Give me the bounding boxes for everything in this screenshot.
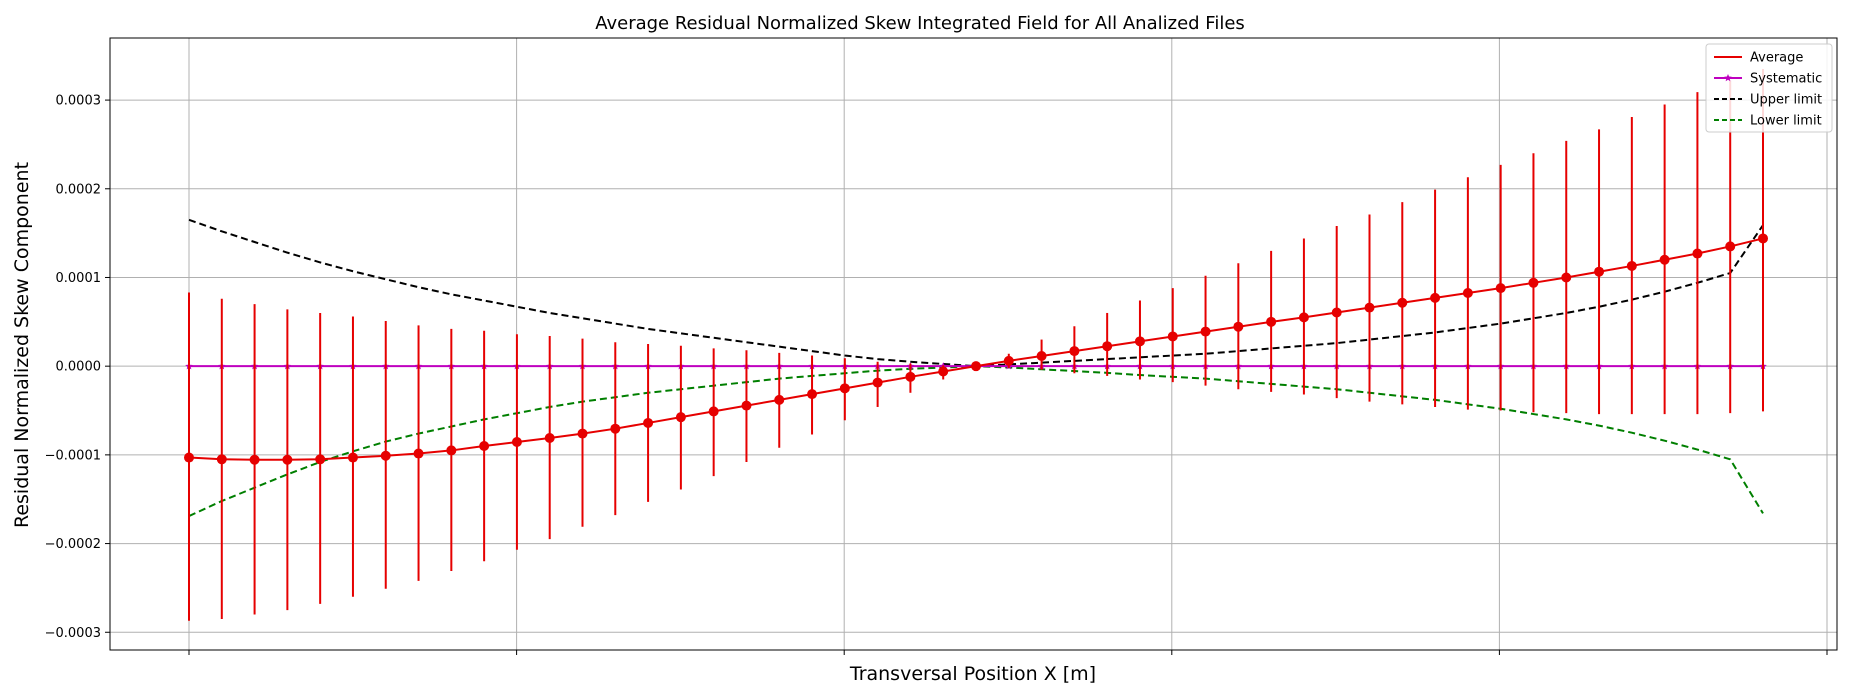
y-tick-label-1: 0.0002: [56, 182, 102, 197]
chart-title: Average Residual Normalized Skew Integra…: [595, 13, 1245, 34]
data-point-41: [1528, 277, 1539, 288]
data-point-12: [577, 428, 588, 439]
data-point-45: [1659, 254, 1670, 265]
data-point-21: [872, 377, 883, 388]
data-point-22: [905, 371, 916, 382]
data-point-20: [839, 383, 850, 394]
y-axis-label: Residual Normalized Skew Component: [11, 162, 33, 528]
y-axis: 0.0003 0.0002 0.0001 0.0000 −0.0001 −0.0002 −0…: [45, 94, 110, 641]
data-point-9: [479, 441, 490, 451]
y-tick-label-6: −0.0003: [45, 626, 101, 641]
data-point-26: [1036, 350, 1047, 361]
legend-item-systematic: Systematic: [1714, 72, 1822, 87]
data-point-18: [774, 394, 785, 405]
legend-label-average: Average: [1750, 51, 1803, 66]
data-point-5: [347, 452, 358, 463]
data-point-7: [413, 448, 424, 459]
legend-label-upper-limit: Upper limit: [1750, 93, 1822, 108]
data-point-46: [1692, 248, 1703, 259]
data-point-40: [1495, 283, 1506, 294]
legend-item-lower-limit: Lower limit: [1714, 114, 1822, 129]
data-point-25: [1003, 355, 1014, 366]
series-line: [188, 237, 1764, 461]
data-point-13: [610, 423, 621, 434]
y-tick-label-3: 0.0000: [56, 360, 102, 375]
data-point-34: [1298, 312, 1309, 323]
data-point-16: [708, 406, 719, 417]
data-point-47: [1725, 241, 1736, 252]
series-lower-limit: [188, 365, 1764, 517]
data-point-17: [741, 400, 752, 411]
data-point-29: [1134, 336, 1145, 347]
data-point-28: [1102, 341, 1113, 352]
data-point-44: [1626, 260, 1637, 271]
grid: [110, 38, 1837, 650]
legend-label-systematic: Systematic: [1750, 72, 1822, 87]
data-point-36: [1364, 302, 1375, 313]
data-point-14: [643, 417, 654, 428]
data-point-4: [315, 454, 326, 465]
series-upper-limit: [188, 218, 1764, 368]
data-point-11: [544, 433, 555, 444]
legend-item-average: Average: [1714, 51, 1803, 66]
x-axis: [188, 650, 1828, 655]
legend-marker-systematic: [1724, 74, 1732, 82]
legend-label-lower-limit: Lower limit: [1750, 114, 1822, 129]
data-point-8: [446, 445, 457, 456]
data-point-30: [1167, 331, 1178, 342]
data-point-33: [1266, 316, 1277, 327]
x-axis-label: Transversal Position X [m]: [849, 663, 1096, 685]
data-point-48: [1758, 233, 1768, 244]
data-point-27: [1069, 346, 1080, 357]
data-point-23: [938, 366, 949, 377]
data-point-1: [216, 454, 227, 465]
legend-box: [1705, 43, 1833, 133]
series-line: [188, 218, 1764, 368]
legend-item-upper-limit: Upper limit: [1714, 93, 1822, 108]
data-point-39: [1462, 288, 1473, 298]
data-point-3: [282, 454, 293, 465]
data-point-38: [1430, 292, 1441, 303]
series-line: [188, 365, 1764, 517]
series-layer: [184, 69, 1768, 621]
data-point-6: [380, 450, 391, 461]
data-point-42: [1561, 272, 1572, 283]
data-point-35: [1331, 307, 1342, 318]
data-point-24: [971, 361, 981, 372]
y-tick-label-4: −0.0001: [45, 448, 101, 463]
plot-frame: [109, 37, 1838, 651]
data-point-0: [184, 452, 194, 463]
y-tick-label-5: −0.0002: [45, 537, 101, 552]
data-point-37: [1397, 297, 1408, 308]
data-point-15: [675, 412, 686, 423]
data-point-2: [249, 454, 260, 465]
data-point-19: [807, 389, 818, 400]
data-point-31: [1200, 326, 1211, 337]
y-tick-label-2: 0.0001: [56, 271, 102, 286]
series-average: [184, 69, 1768, 621]
data-point-10: [511, 437, 522, 448]
legend: Average Systematic Upper limit Lower limit: [1705, 43, 1833, 133]
data-point-32: [1233, 321, 1244, 332]
data-point-43: [1594, 266, 1605, 277]
y-tick-label-0: 0.0003: [56, 94, 102, 109]
